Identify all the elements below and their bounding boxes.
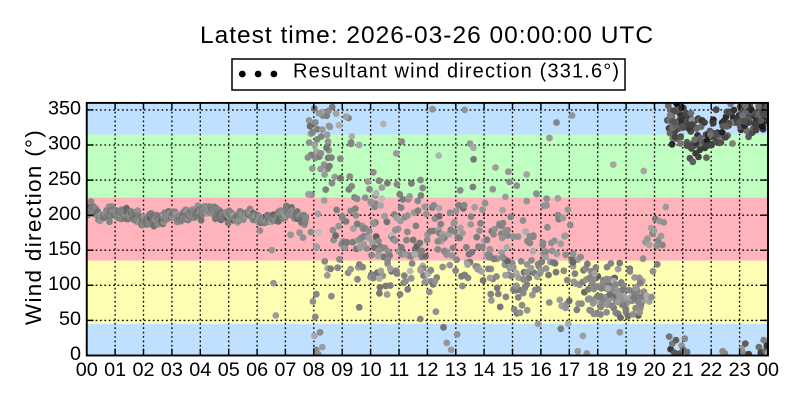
- svg-text:09: 09: [331, 359, 353, 381]
- svg-text:0: 0: [70, 343, 81, 365]
- svg-text:01: 01: [104, 359, 126, 381]
- svg-text:00: 00: [76, 359, 98, 381]
- svg-text:250: 250: [48, 168, 81, 190]
- svg-text:05: 05: [218, 359, 240, 381]
- svg-text:Wind direction (°): Wind direction (°): [21, 129, 46, 325]
- svg-text:11: 11: [389, 359, 410, 381]
- svg-text:21: 21: [672, 359, 694, 381]
- svg-text:10: 10: [360, 359, 382, 381]
- svg-text:17: 17: [558, 359, 580, 381]
- svg-text:300: 300: [48, 133, 81, 155]
- svg-text:12: 12: [416, 359, 438, 381]
- svg-text:18: 18: [587, 359, 609, 381]
- svg-text:02: 02: [132, 359, 154, 381]
- svg-text:00: 00: [757, 359, 779, 381]
- svg-text:20: 20: [643, 359, 665, 381]
- svg-text:14: 14: [473, 359, 495, 381]
- svg-text:08: 08: [303, 359, 325, 381]
- svg-text:06: 06: [246, 359, 268, 381]
- svg-text:23: 23: [729, 359, 751, 381]
- svg-text:16: 16: [530, 359, 552, 381]
- svg-text:50: 50: [59, 308, 81, 330]
- svg-text:15: 15: [501, 359, 523, 381]
- svg-text:350: 350: [48, 98, 81, 120]
- svg-text:03: 03: [161, 359, 183, 381]
- svg-text:22: 22: [700, 359, 722, 381]
- svg-text:04: 04: [189, 359, 211, 381]
- svg-text:Latest time: 2026-03-26 00:00:: Latest time: 2026-03-26 00:00:00 UTC: [200, 22, 654, 49]
- svg-text:200: 200: [48, 203, 81, 225]
- svg-text:100: 100: [48, 273, 81, 295]
- svg-text:150: 150: [48, 238, 81, 260]
- svg-text:19: 19: [615, 359, 637, 381]
- svg-text:07: 07: [274, 359, 296, 381]
- svg-text:13: 13: [445, 359, 467, 381]
- svg-text:Resultant wind direction (331.: Resultant wind direction (331.6°): [293, 61, 620, 83]
